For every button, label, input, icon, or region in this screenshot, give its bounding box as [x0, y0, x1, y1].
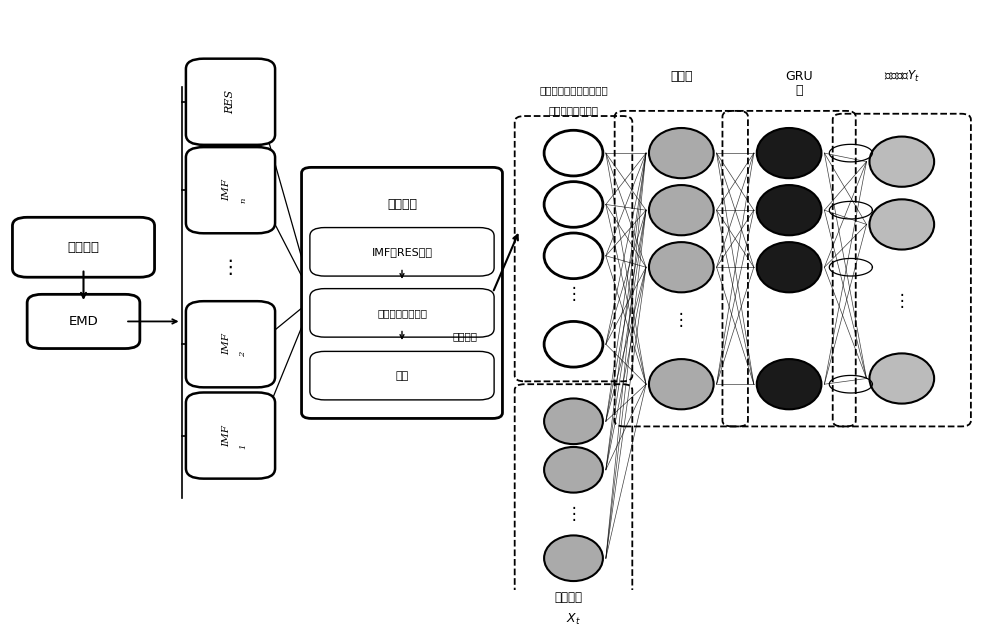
- Text: EMD: EMD: [69, 315, 98, 328]
- Text: 相关系数: 相关系数: [453, 331, 478, 341]
- Ellipse shape: [544, 130, 603, 176]
- FancyBboxPatch shape: [186, 59, 275, 145]
- Text: RES: RES: [226, 89, 236, 114]
- Text: 组合层: 组合层: [670, 70, 693, 82]
- Text: ⋮: ⋮: [893, 292, 910, 311]
- Ellipse shape: [757, 185, 821, 235]
- Text: 负荷序列: 负荷序列: [68, 241, 100, 254]
- FancyBboxPatch shape: [310, 228, 494, 276]
- Ellipse shape: [757, 128, 821, 178]
- Ellipse shape: [869, 353, 934, 404]
- Ellipse shape: [869, 199, 934, 250]
- Ellipse shape: [544, 233, 603, 279]
- Ellipse shape: [544, 535, 603, 581]
- Text: 皮尔逊相关性分析: 皮尔逊相关性分析: [377, 308, 427, 318]
- Ellipse shape: [649, 128, 714, 178]
- Text: 层: 层: [795, 84, 803, 97]
- Text: IMF和RES分量: IMF和RES分量: [372, 247, 432, 257]
- Ellipse shape: [544, 321, 603, 367]
- FancyBboxPatch shape: [27, 294, 140, 349]
- Ellipse shape: [544, 398, 603, 444]
- Text: IMF: IMF: [222, 179, 231, 201]
- Text: 被选择的和原始负荷序列: 被选择的和原始负荷序列: [539, 86, 608, 95]
- Text: 1: 1: [239, 443, 247, 448]
- Text: ⋮: ⋮: [565, 285, 582, 303]
- Ellipse shape: [649, 359, 714, 410]
- FancyBboxPatch shape: [186, 147, 275, 233]
- FancyBboxPatch shape: [186, 392, 275, 479]
- Text: IMF: IMF: [222, 425, 231, 446]
- Text: 过滤: 过滤: [395, 371, 409, 380]
- Ellipse shape: [544, 181, 603, 227]
- FancyBboxPatch shape: [186, 301, 275, 387]
- FancyBboxPatch shape: [310, 288, 494, 337]
- Text: ⋮: ⋮: [781, 311, 797, 329]
- Text: 原始负荷: 原始负荷: [555, 591, 583, 604]
- FancyBboxPatch shape: [310, 351, 494, 400]
- Text: 相关性较高的分量: 相关性较高的分量: [548, 105, 598, 115]
- FancyBboxPatch shape: [302, 167, 502, 418]
- Text: 特征选择: 特征选择: [387, 198, 417, 211]
- Text: ⋮: ⋮: [221, 258, 240, 276]
- Ellipse shape: [649, 185, 714, 235]
- Ellipse shape: [544, 447, 603, 493]
- Ellipse shape: [649, 242, 714, 292]
- Ellipse shape: [757, 242, 821, 292]
- FancyBboxPatch shape: [12, 217, 155, 277]
- Text: 2: 2: [239, 352, 247, 357]
- Text: 预测输出$Y_t$: 预测输出$Y_t$: [884, 68, 920, 84]
- Ellipse shape: [757, 359, 821, 410]
- Text: ⋮: ⋮: [565, 505, 582, 523]
- Text: GRU: GRU: [785, 70, 813, 82]
- Ellipse shape: [869, 136, 934, 187]
- Text: n: n: [239, 198, 247, 203]
- Text: ⋮: ⋮: [673, 311, 690, 329]
- Text: $X_t$: $X_t$: [566, 612, 581, 626]
- Text: IMF: IMF: [222, 333, 231, 355]
